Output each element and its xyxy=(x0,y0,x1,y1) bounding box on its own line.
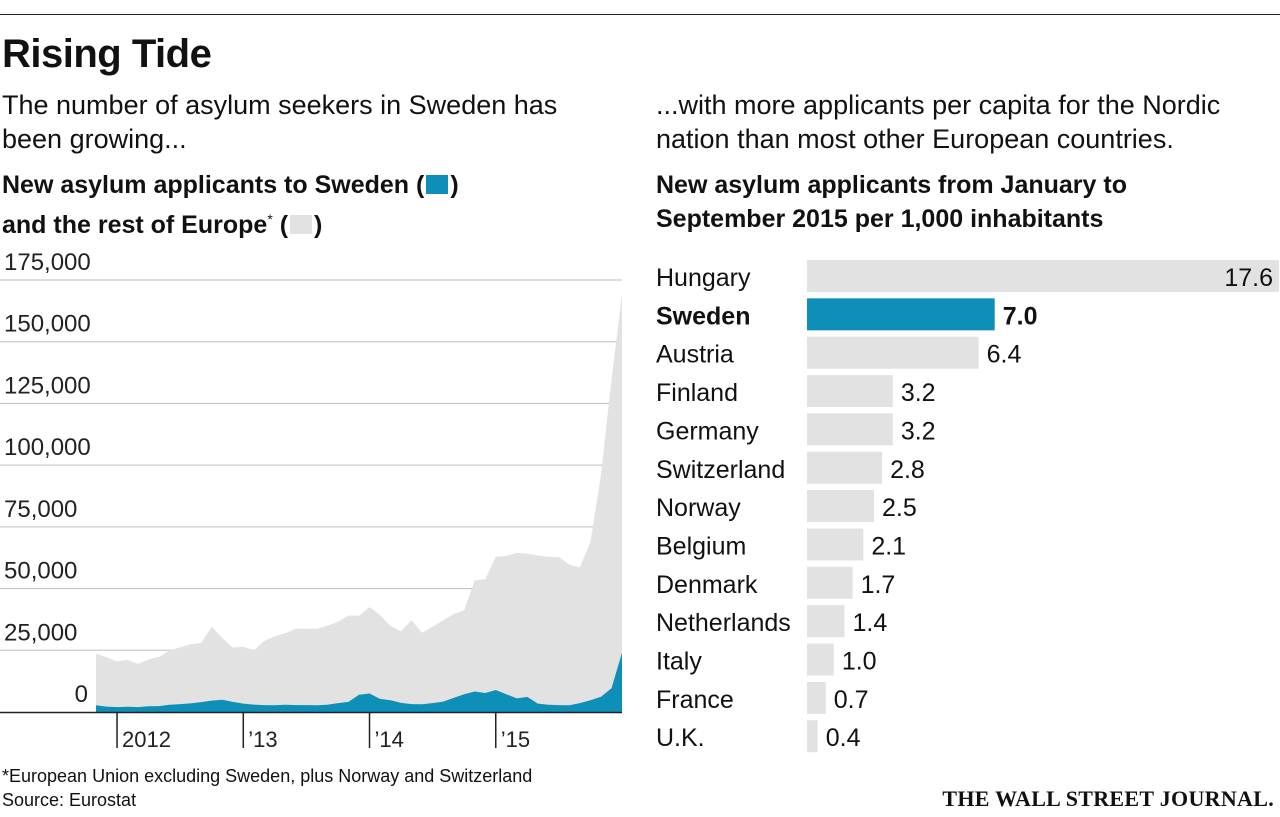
bar-value-label: 0.7 xyxy=(834,686,869,714)
bar-value-label: 7.0 xyxy=(1003,302,1038,330)
x-tick-label: ’14 xyxy=(375,727,404,752)
y-tick-label: 25,000 xyxy=(4,619,77,646)
bar-norway xyxy=(807,490,874,523)
bar-value-label: 3.2 xyxy=(901,417,936,445)
bar-value-label: 2.5 xyxy=(882,494,917,522)
area-chart-title: New asylum applicants to Sweden () and t… xyxy=(2,168,562,242)
bar-value-label: 17.6 xyxy=(1224,264,1273,292)
bar-finland xyxy=(807,375,893,408)
page-title: Rising Tide xyxy=(2,32,212,76)
bar-value-label: 2.8 xyxy=(890,456,925,484)
bar-value-label: 2.1 xyxy=(871,532,906,560)
bar-chart: Hungary 17.6 Sweden 7.0 Austria 6.4 Finland 3.2… xyxy=(656,260,1279,753)
bar-category-label: France xyxy=(656,686,734,714)
series-area-rest-of-europe xyxy=(96,294,622,712)
bar-category-label: Denmark xyxy=(656,571,758,599)
rest-of-europe-legend-swatch xyxy=(290,215,313,234)
bar-category-label: U.K. xyxy=(656,724,705,752)
bar-italy xyxy=(807,643,834,676)
bar-chart-title: New asylum applicants from January to Se… xyxy=(656,168,1276,236)
y-tick-label: 50,000 xyxy=(4,558,77,585)
bar-value-label: 1.0 xyxy=(842,648,877,676)
top-rule xyxy=(0,14,1280,15)
bar-category-label: Finland xyxy=(656,379,738,407)
bar-value-label: 1.4 xyxy=(853,609,888,637)
bar-hungary xyxy=(807,260,1279,292)
bar-france xyxy=(807,681,826,714)
left-subtitle: The number of asylum seekers in Sweden h… xyxy=(2,90,558,154)
area-chart: 175,000 150,000 125,000 100,000 75,000 50,000… xyxy=(0,250,622,752)
y-tick-label: 125,000 xyxy=(4,372,91,399)
bar-category-label: Netherlands xyxy=(656,609,791,637)
bar-germany xyxy=(807,413,893,446)
sweden-legend-swatch xyxy=(426,175,449,194)
bar-category-label: Switzerland xyxy=(656,456,785,484)
publisher-logo: THE WALL STREET JOURNAL. xyxy=(942,786,1274,811)
y-tick-label: 75,000 xyxy=(4,496,77,523)
bar-u-k xyxy=(807,720,818,753)
bar-switzerland xyxy=(807,451,883,484)
footnote: *European Union excluding Sweden, plus N… xyxy=(2,764,532,812)
bar-denmark xyxy=(807,566,853,599)
x-tick-label: 2012 xyxy=(122,727,171,752)
bar-chart-title-line1: New asylum applicants from January to xyxy=(656,171,1127,199)
bar-category-label: Austria xyxy=(656,341,734,369)
bar-category-label: Belgium xyxy=(656,532,746,560)
bar-belgium xyxy=(807,528,864,561)
x-tick-label: ’13 xyxy=(248,727,277,752)
bar-value-label: 0.4 xyxy=(826,724,861,752)
y-tick-label: 100,000 xyxy=(4,434,91,461)
area-chart-title-line2: and the rest of Europe* () xyxy=(2,211,323,239)
y-tick-label: 175,000 xyxy=(4,250,91,276)
bar-category-label: Germany xyxy=(656,417,759,445)
footnote-note: *European Union excluding Sweden, plus N… xyxy=(2,766,533,786)
bar-netherlands xyxy=(807,605,845,638)
area-chart-title-line1: New asylum applicants to Sweden () xyxy=(2,171,459,199)
bar-category-label: Norway xyxy=(656,494,741,522)
y-tick-label: 150,000 xyxy=(4,311,91,338)
x-tick-label: ’15 xyxy=(501,727,530,752)
bar-austria xyxy=(807,336,979,369)
series-area-sweden xyxy=(96,652,622,712)
bar-value-label: 1.7 xyxy=(861,571,896,599)
bar-category-label: Italy xyxy=(656,648,702,676)
bar-chart-title-line2: September 2015 per 1,000 inhabitants xyxy=(656,205,1104,233)
bar-value-label: 6.4 xyxy=(987,341,1022,369)
bar-category-label: Sweden xyxy=(656,302,750,330)
right-subtitle: ...with more applicants per capita for t… xyxy=(656,90,1221,154)
bar-sweden xyxy=(807,298,995,331)
footnote-asterisk: * xyxy=(267,211,273,227)
bar-category-label: Hungary xyxy=(656,264,751,292)
bar-value-label: 3.2 xyxy=(901,379,936,407)
footnote-source: Source: Eurostat xyxy=(2,790,137,810)
y-tick-label: 0 xyxy=(75,681,88,708)
